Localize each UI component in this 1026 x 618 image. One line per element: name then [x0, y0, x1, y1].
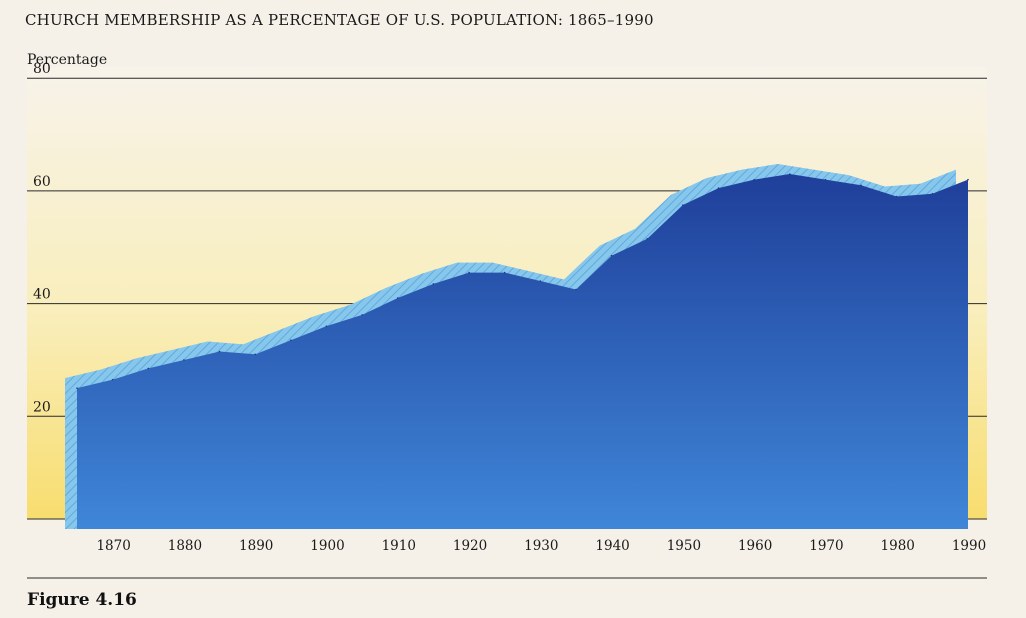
x-tick-label-1900: 1900 — [310, 538, 344, 554]
data-point-1945 — [646, 237, 649, 240]
data-point-1980 — [895, 195, 898, 198]
data-point-1960 — [753, 178, 755, 181]
data-point-1895 — [290, 339, 292, 342]
figure-label: Figure 4.16 — [27, 590, 137, 610]
data-point-1965 — [789, 173, 791, 175]
data-point-1885 — [218, 350, 221, 353]
x-tick-label-1990: 1990 — [952, 538, 986, 554]
data-point-1925 — [503, 271, 506, 274]
data-point-1875 — [147, 367, 150, 370]
y-tick-label-80: 80 — [33, 61, 51, 77]
x-tick-label-1930: 1930 — [524, 538, 558, 554]
x-tick-label-1970: 1970 — [809, 538, 843, 554]
y-tick-label-60: 60 — [33, 174, 51, 190]
area-series — [77, 173, 968, 529]
x-tick-label-1890: 1890 — [239, 538, 273, 554]
x-tick-label-1920: 1920 — [453, 538, 487, 554]
chart-title: CHURCH MEMBERSHIP AS A PERCENTAGE OF U.S… — [25, 11, 654, 29]
x-tick-label-1870: 1870 — [96, 538, 130, 554]
y-axis-label: Percentage — [27, 52, 108, 68]
data-point-1890 — [254, 353, 256, 356]
data-point-1955 — [717, 187, 720, 189]
data-point-1975 — [860, 184, 862, 187]
data-point-1935 — [575, 288, 577, 291]
data-point-1905 — [361, 314, 363, 316]
x-tick-label-1910: 1910 — [382, 538, 416, 554]
data-point-1865 — [76, 387, 78, 389]
data-point-1880 — [183, 359, 185, 361]
y-tick-label-20: 20 — [33, 399, 51, 415]
x-tick-label-1880: 1880 — [168, 538, 202, 554]
x-tick-label-1950: 1950 — [667, 538, 701, 554]
data-point-1870 — [111, 378, 114, 381]
data-point-1930 — [539, 280, 542, 282]
data-point-1990 — [967, 178, 969, 181]
data-point-1950 — [682, 204, 684, 206]
x-tick-label-1960: 1960 — [738, 538, 772, 554]
x-tick-label-1940: 1940 — [595, 538, 629, 554]
x-tick-label-1980: 1980 — [881, 538, 915, 554]
data-point-1900 — [325, 325, 328, 327]
data-point-1910 — [396, 297, 399, 299]
data-point-1985 — [931, 192, 934, 195]
data-point-1920 — [468, 271, 470, 274]
y-tick-label-40: 40 — [33, 287, 51, 303]
data-point-1940 — [610, 254, 613, 257]
data-point-1915 — [432, 283, 435, 285]
data-point-1970 — [824, 178, 827, 181]
